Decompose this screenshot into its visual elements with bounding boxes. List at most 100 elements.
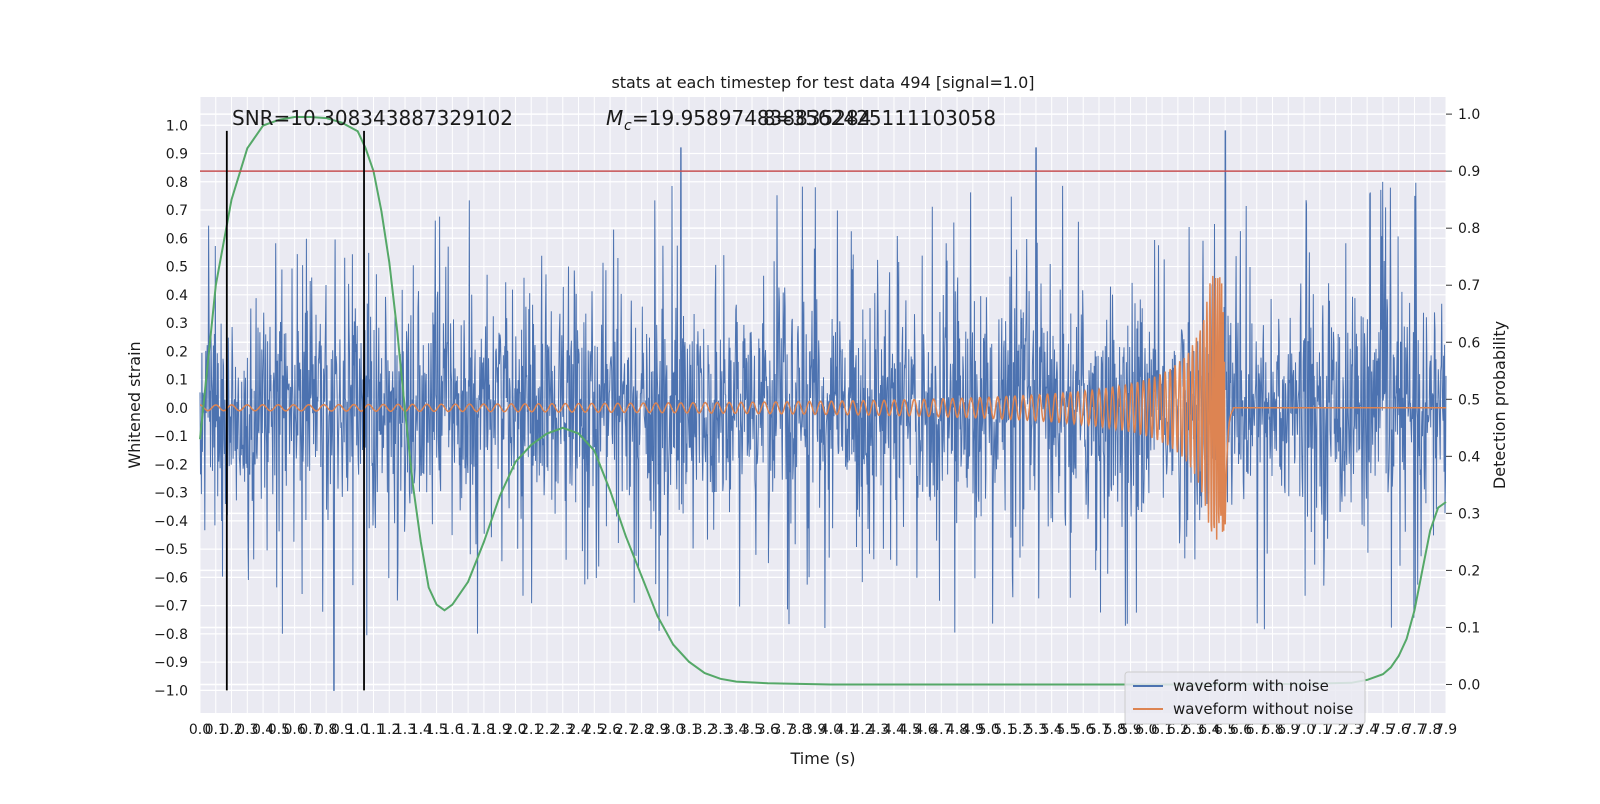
- x-tick-label: 2.5: [583, 722, 605, 738]
- x-tick-label: 0.7: [299, 722, 321, 738]
- y2-tick-label: 0.8: [1458, 221, 1480, 237]
- x-tick-label: 2.0: [504, 722, 526, 738]
- legend: waveform with noise waveform without noi…: [1124, 671, 1366, 725]
- y-tick-label: 0.8: [166, 175, 188, 191]
- x-tick-label: 5.7: [1088, 722, 1110, 738]
- x-tick-label: 3.5: [741, 722, 763, 738]
- y-tick-label: 0.7: [166, 203, 188, 219]
- y2-tick-label: 0.9: [1458, 164, 1480, 180]
- x-tick-label: 1.9: [489, 722, 511, 738]
- y-tick-label: −0.1: [154, 429, 188, 445]
- y-tick-label: 0.6: [166, 231, 188, 247]
- y-tick-label: 0.4: [166, 288, 188, 304]
- x-tick-label: 4.6: [914, 722, 936, 738]
- x-tick-label: 1.1: [362, 722, 384, 738]
- x-tick-label: 2.9: [646, 722, 668, 738]
- x-tick-label: 7.3: [1340, 722, 1362, 738]
- x-tick-label: 2.1: [520, 722, 542, 738]
- y-tick-label: −0.8: [154, 627, 188, 643]
- x-tick-label: 1.6: [441, 722, 463, 738]
- chart-title: stats at each timestep for test data 494…: [611, 73, 1034, 92]
- x-tick-label: 0.5: [268, 722, 290, 738]
- x-tick-label: 0.8: [315, 722, 337, 738]
- x-tick-label: 4.0: [820, 722, 842, 738]
- y-tick-label: −0.7: [154, 599, 188, 615]
- y2-axis-label: Detection probability: [1490, 321, 1509, 489]
- legend-label-clean: waveform without noise: [1173, 700, 1353, 718]
- x-tick-label: 3.3: [709, 722, 731, 738]
- x-tick-label: 5.6: [1072, 722, 1094, 738]
- y-tick-label: −0.4: [154, 514, 188, 530]
- x-tick-label: 2.4: [567, 722, 589, 738]
- x-tick-label: 6.4: [1198, 722, 1220, 738]
- x-tick-label: 7.1: [1309, 722, 1331, 738]
- x-tick-label: 6.0: [1135, 722, 1157, 738]
- x-tick-label: 0.3: [236, 722, 258, 738]
- x-tick-label: 5.0: [977, 722, 999, 738]
- x-tick-label: 5.9: [1119, 722, 1141, 738]
- x-tick-label: 2.6: [599, 722, 621, 738]
- y-tick-label: −0.3: [154, 486, 188, 502]
- y2-tick-label: 0.4: [1458, 449, 1480, 465]
- x-tick-label: 1.7: [457, 722, 479, 738]
- y2-tick-label: 0.5: [1458, 392, 1480, 408]
- y-tick-label: 0.5: [166, 260, 188, 276]
- y-tick-label: −1.0: [154, 683, 188, 699]
- x-tick-label: 0.6: [284, 722, 306, 738]
- y-tick-label: 1.0: [166, 118, 188, 134]
- extra-annotation: 8=3562425111103058: [763, 106, 996, 130]
- x-tick-label: 7.9: [1435, 722, 1457, 738]
- y2-tick-label: 0.0: [1458, 677, 1480, 693]
- x-tick-label: 0.9: [331, 722, 353, 738]
- x-tick-label: 2.8: [630, 722, 652, 738]
- y2-tick-label: 0.3: [1458, 506, 1480, 522]
- x-tick-label: 2.2: [536, 722, 558, 738]
- x-tick-label: 4.2: [851, 722, 873, 738]
- x-tick-label: 3.0: [662, 722, 684, 738]
- x-tick-label: 7.0: [1293, 722, 1315, 738]
- legend-label-noise: waveform with noise: [1173, 677, 1329, 695]
- legend-box: [1124, 671, 1366, 725]
- x-axis: 0.00.10.20.30.40.50.60.70.80.91.01.11.21…: [189, 722, 1457, 738]
- y-tick-label: 0.9: [166, 147, 188, 163]
- y2-tick-label: 0.2: [1458, 563, 1480, 579]
- x-tick-label: 5.8: [1104, 722, 1126, 738]
- x-tick-label: 0.1: [205, 722, 227, 738]
- x-tick-label: 0.4: [252, 722, 274, 738]
- x-tick-label: 1.4: [410, 722, 432, 738]
- x-tick-label: 4.7: [930, 722, 952, 738]
- y-tick-label: 0.1: [166, 373, 188, 389]
- x-tick-label: 3.7: [772, 722, 794, 738]
- x-tick-label: 7.7: [1403, 722, 1425, 738]
- x-tick-label: 3.1: [678, 722, 700, 738]
- x-tick-label: 3.4: [725, 722, 747, 738]
- y2-tick-label: 0.1: [1458, 620, 1480, 636]
- x-tick-label: 4.3: [867, 722, 889, 738]
- vertical-markers: [225, 130, 365, 691]
- y-tick-label: 0.3: [166, 316, 188, 332]
- x-tick-label: 5.5: [1056, 722, 1078, 738]
- x-tick-label: 3.6: [757, 722, 779, 738]
- x-tick-label: 1.8: [473, 722, 495, 738]
- x-tick-label: 6.7: [1246, 722, 1268, 738]
- x-tick-label: 5.4: [1041, 722, 1063, 738]
- x-tick-label: 1.3: [394, 722, 416, 738]
- x-tick-label: 6.5: [1214, 722, 1236, 738]
- x-tick-label: 6.1: [1151, 722, 1173, 738]
- x-tick-label: 6.8: [1261, 722, 1283, 738]
- snr-annotation: SNR=10.308343887329102: [232, 106, 513, 130]
- x-tick-label: 5.2: [1009, 722, 1031, 738]
- x-tick-label: 5.3: [1025, 722, 1047, 738]
- y-tick-label: −0.9: [154, 655, 188, 671]
- x-tick-label: 0.0: [189, 722, 211, 738]
- annotations: SNR=10.308343887329102 M c =19.958974838…: [232, 106, 996, 134]
- x-tick-label: 2.3: [552, 722, 574, 738]
- x-tick-label: 1.0: [347, 722, 369, 738]
- y-tick-label: 0.2: [166, 344, 188, 360]
- y-axis-label: Whitened strain: [125, 341, 144, 468]
- x-tick-label: 7.2: [1324, 722, 1346, 738]
- x-tick-label: 6.2: [1167, 722, 1189, 738]
- x-tick-label: 6.3: [1183, 722, 1205, 738]
- x-tick-label: 6.9: [1277, 722, 1299, 738]
